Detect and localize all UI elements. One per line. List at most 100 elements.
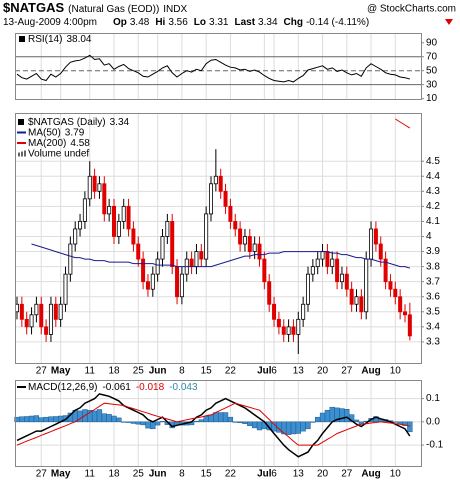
histogram-bar xyxy=(227,416,234,423)
histogram-bar xyxy=(28,415,35,423)
candle-body xyxy=(145,281,150,290)
candle-body xyxy=(233,221,238,230)
quote-label: Chg xyxy=(284,17,303,28)
date: 13-Aug-2009 4:00pm xyxy=(3,17,97,28)
macd-line xyxy=(16,402,410,446)
x-tick-label: Jul xyxy=(257,469,272,480)
histogram-bar xyxy=(130,421,137,424)
legend-text: 4.58 xyxy=(70,138,90,149)
copyright: @ StockCharts.com xyxy=(367,4,456,15)
candle-body xyxy=(58,303,63,320)
candle-body xyxy=(393,288,398,298)
candle-body xyxy=(107,205,112,215)
histogram-bar xyxy=(208,414,214,423)
x-tick-label: 6 xyxy=(271,366,277,377)
x-tick-label: 13 xyxy=(293,469,305,480)
histogram-bar xyxy=(344,409,350,423)
histogram-bar xyxy=(159,421,166,423)
candle-body xyxy=(320,251,325,260)
candle-body xyxy=(398,296,403,313)
candle-body xyxy=(126,205,131,230)
candle-body xyxy=(170,221,175,268)
candle-body xyxy=(189,258,194,268)
y-tick-label: 3.8 xyxy=(426,261,440,272)
candle-body xyxy=(150,273,155,290)
candle-body xyxy=(116,221,121,237)
legend-value: 38.04 xyxy=(66,34,91,45)
candle-body xyxy=(102,183,107,215)
candle-body xyxy=(218,175,223,192)
y-tick-label: 70 xyxy=(426,51,438,62)
candle-body xyxy=(29,314,34,328)
x-tick-label: 20 xyxy=(317,366,329,377)
legend-text: 3.79 xyxy=(65,127,85,138)
legend-text: Volume undef xyxy=(28,148,89,159)
x-tick-label: 10 xyxy=(390,366,402,377)
x-tick-label: 6 xyxy=(271,469,277,480)
candle-body xyxy=(165,221,170,237)
candle-body xyxy=(364,258,369,313)
x-tick-label: 27 xyxy=(341,469,353,480)
x-tick-label: 8 xyxy=(179,366,185,377)
histogram-bar xyxy=(203,416,209,423)
candle-body xyxy=(330,258,335,268)
candle-body xyxy=(272,303,277,320)
mark-layer xyxy=(14,54,413,458)
y-tick-label: 4.4 xyxy=(426,171,440,182)
histogram-bar xyxy=(407,421,413,433)
candle-body xyxy=(208,183,213,215)
y-tick-label: 3.4 xyxy=(426,321,440,332)
legend-icon xyxy=(19,36,25,42)
histogram-bar xyxy=(324,409,331,423)
candle-body xyxy=(19,303,24,320)
candle-body xyxy=(78,221,83,230)
quote-value: 3.56 xyxy=(168,17,188,28)
candle-body xyxy=(131,228,136,245)
moving-average xyxy=(31,243,410,269)
legend-value: -0.043 xyxy=(169,382,198,393)
histogram-bar xyxy=(295,421,301,434)
histogram-bar xyxy=(252,421,258,429)
legend: RSI(14) 38.04 xyxy=(28,34,92,45)
candle-body xyxy=(213,175,218,185)
x-tick-label: 11 xyxy=(85,366,96,377)
candle-body xyxy=(39,303,44,328)
legend: MA(50) 3.79 xyxy=(28,127,85,138)
macd-frame xyxy=(15,380,422,467)
legend-icon xyxy=(24,150,26,157)
candle-body xyxy=(388,281,393,290)
candle-body xyxy=(315,258,320,268)
price-frame xyxy=(15,113,422,364)
x-tick-label: 22 xyxy=(225,469,237,480)
histogram-bar xyxy=(19,416,25,423)
candle-body xyxy=(199,251,204,260)
security-name: (Natural Gas (EOD)) xyxy=(68,4,159,15)
x-tick-label: Aug xyxy=(361,469,380,480)
candle-body xyxy=(296,318,301,335)
candle-body xyxy=(155,258,160,275)
x-tick-label: May xyxy=(51,366,71,377)
x-tick-label: 27 xyxy=(36,469,48,480)
candle-body xyxy=(344,273,349,290)
y-tick-label: 3.3 xyxy=(426,337,440,348)
histogram-bar xyxy=(150,421,156,430)
legend-text: MA(200) xyxy=(28,138,66,149)
histogram-bar xyxy=(106,414,112,423)
candle-body xyxy=(267,281,272,305)
histogram-bar xyxy=(101,413,107,423)
legend: $NATGAS (Daily) 3.34 xyxy=(28,117,130,128)
legend-value: -0.018 xyxy=(136,382,165,393)
histogram-bar xyxy=(315,416,321,423)
y-tick-label: 3.7 xyxy=(426,276,440,287)
candle-body xyxy=(242,236,247,245)
histogram-bar xyxy=(290,421,297,435)
x-tick-label: Jul xyxy=(257,366,272,377)
histogram-bar xyxy=(319,412,326,423)
y-tick-label: 90 xyxy=(426,37,438,48)
candle-body xyxy=(238,228,243,245)
candle-body xyxy=(276,318,281,328)
histogram-bar xyxy=(121,421,127,423)
candle-body xyxy=(359,296,364,313)
histogram-bar xyxy=(48,416,54,423)
